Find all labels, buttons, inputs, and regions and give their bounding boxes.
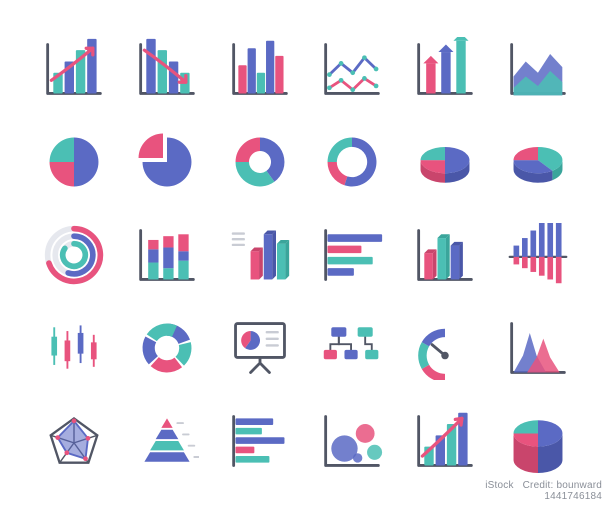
- radial-progress-icon: [40, 222, 109, 287]
- candlestick-chart-icon: [40, 316, 109, 381]
- watermark-id: 1441746184: [485, 491, 602, 502]
- cylinder-3d-icon: [503, 409, 572, 474]
- distribution-curves-icon: [503, 316, 572, 381]
- horizontal-bar-centered-icon: [225, 409, 294, 474]
- horizontal-bar-chart-icon: [318, 222, 387, 287]
- bubble-chart-icon: [318, 409, 387, 474]
- bar-chart-up-arrow-icon: [40, 36, 109, 101]
- pie-chart-basic-icon: [40, 129, 109, 194]
- multi-line-chart-icon: [318, 36, 387, 101]
- mirror-bar-chart-icon: [503, 222, 572, 287]
- pie-3d-icon: [411, 129, 480, 194]
- grouped-bar-chart-icon: [225, 36, 294, 101]
- bar-3d-legend-icon: [225, 222, 294, 287]
- flowchart-icon: [318, 316, 387, 381]
- watermark-credit: Credit: bounward: [523, 480, 602, 491]
- watermark: iStock Credit: bounward 1441746184: [485, 480, 602, 502]
- growth-bar-arrow-icon: [411, 409, 480, 474]
- pie-3d-alt-icon: [503, 129, 572, 194]
- gauge-chart-icon: [411, 316, 480, 381]
- donut-thin-icon: [318, 129, 387, 194]
- area-chart-icon: [503, 36, 572, 101]
- donut-chart-icon: [225, 129, 294, 194]
- bar-chart-down-arrow-icon: [133, 36, 202, 101]
- segmented-donut-icon: [133, 316, 202, 381]
- watermark-brand: iStock: [485, 480, 513, 491]
- presentation-board-icon: [225, 316, 294, 381]
- chart-icon-grid: [40, 36, 572, 474]
- stacked-bar-chart-icon: [133, 222, 202, 287]
- bar-3d-trio-icon: [411, 222, 480, 287]
- pyramid-chart-icon: [133, 409, 202, 474]
- radar-chart-icon: [40, 409, 109, 474]
- arrow-bars-up-icon: [411, 36, 480, 101]
- pie-exploded-icon: [133, 129, 202, 194]
